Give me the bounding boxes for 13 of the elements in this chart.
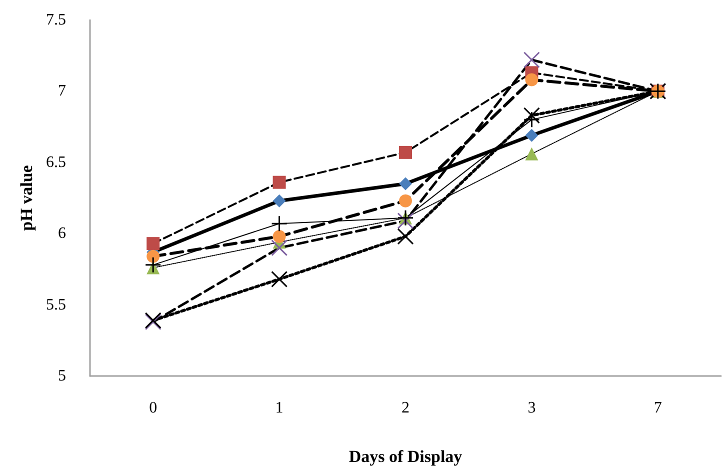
x-tick-label: 0 — [149, 400, 158, 416]
y-axis-title: pH value — [17, 164, 36, 231]
x-tick-label: 3 — [528, 400, 536, 416]
y-tick-label: 6.5 — [46, 154, 66, 171]
y-tick-label: 7 — [58, 82, 66, 100]
y-tick-label: 6 — [58, 225, 66, 242]
y-tick-label: 5 — [58, 368, 66, 384]
y-tick-label: 5.5 — [46, 296, 66, 314]
x-tick-label: 1 — [275, 400, 284, 416]
x-axis-title: Days of Display — [348, 447, 463, 466]
x-tick-label: 2 — [402, 400, 410, 416]
x-tick-label: 7 — [654, 400, 662, 416]
y-tick-label: 7.5 — [46, 12, 66, 28]
